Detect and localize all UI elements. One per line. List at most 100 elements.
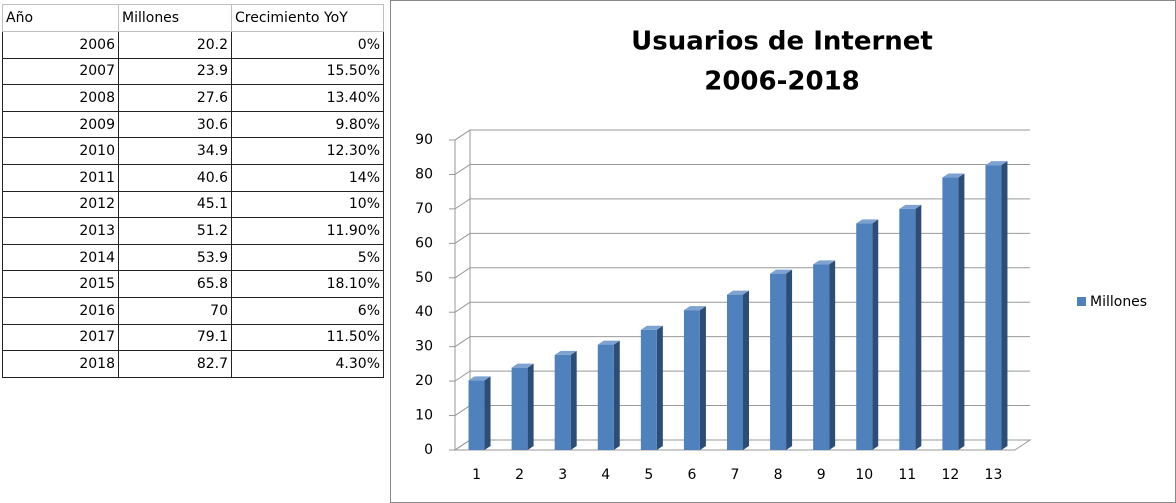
grid-line-side: [454, 267, 471, 279]
grid-line-side: [454, 164, 471, 175]
table-cell: 82.7: [118, 350, 232, 378]
table-cell: 4.30%: [231, 350, 384, 378]
chart-subtitle: 2006-2018: [704, 67, 860, 97]
y-tick-label: 0: [424, 442, 433, 458]
table-cell: 70: [118, 296, 232, 325]
table-cell: 10%: [231, 190, 384, 219]
bar: [597, 344, 614, 450]
table-cell: 65.8: [118, 270, 232, 298]
bar: [856, 223, 873, 450]
y-tick-label: 10: [415, 408, 433, 424]
table-row: 2010 34.9 12.30%: [2, 137, 384, 165]
table-cell: 9.80%: [231, 110, 384, 139]
bar-side: [872, 219, 879, 450]
table-cell: Crecimiento YoY: [231, 4, 384, 32]
table-cell: 27.6: [118, 84, 232, 112]
table-row: 2014 53.9 5%: [2, 243, 384, 272]
table-cell: 0%: [231, 31, 384, 59]
y-tick-label: 20: [415, 373, 433, 389]
table-row: 2011 40.6 14%: [2, 163, 384, 192]
x-tick-label: 6: [687, 467, 696, 483]
bar-side: [527, 363, 534, 450]
table-cell: 2009: [2, 110, 119, 139]
table-cell: 2011: [2, 163, 119, 192]
bar-top: [640, 325, 663, 330]
bar: [770, 273, 787, 450]
bar-top: [554, 350, 577, 355]
table-cell: 2017: [2, 323, 119, 352]
table-cell: Año: [2, 4, 119, 32]
table-cell: 53.9: [118, 243, 232, 272]
bar: [468, 380, 485, 450]
y-tick-label: 80: [415, 166, 433, 182]
bar-side: [699, 306, 706, 450]
table-row: 2015 65.8 18.10%: [2, 270, 384, 298]
table-cell: 2012: [2, 190, 119, 219]
table-cell: 14%: [231, 163, 384, 192]
table-cell: 18.10%: [231, 270, 384, 298]
bar-side: [613, 340, 620, 450]
x-tick-label: 2: [515, 467, 524, 483]
grid-line-side: [454, 439, 471, 451]
bar-side: [829, 260, 836, 450]
x-tick-label: 4: [601, 467, 610, 483]
bar-side: [656, 325, 663, 450]
bar: [640, 329, 657, 450]
y-tick-label: 30: [415, 339, 433, 355]
x-tick-label: 1: [472, 467, 481, 483]
table-cell: Millones: [118, 4, 232, 32]
bar-top: [856, 219, 879, 224]
table-cell: 2016: [2, 296, 119, 325]
table-cell: 2015: [2, 270, 119, 298]
bar-top: [985, 161, 1008, 166]
chart-title: Usuarios de Internet: [631, 27, 933, 57]
bar: [511, 367, 528, 450]
table-cell: 11.90%: [231, 217, 384, 245]
table-cell: 20.2: [118, 31, 232, 59]
bar-side: [915, 204, 922, 450]
table-row: 2009 30.6 9.80%: [2, 110, 384, 139]
bar-side: [570, 350, 577, 450]
grid-line-side: [454, 301, 471, 313]
table-cell: 40.6: [118, 163, 232, 192]
bar-top: [468, 376, 491, 381]
legend-label: Millones: [1090, 294, 1147, 310]
table-cell: 51.2: [118, 217, 232, 245]
table-row: 2008 27.6 13.40%: [2, 84, 384, 112]
y-tick-label: 50: [415, 270, 433, 286]
x-tick-label: 11: [898, 467, 916, 483]
table-cell: 5%: [231, 243, 384, 272]
table-row: 2013 51.2 11.90%: [2, 217, 384, 245]
table-cell: 23.9: [118, 57, 232, 86]
bar-side: [786, 269, 793, 450]
x-tick-label: 10: [855, 467, 873, 483]
y-tick-label: 40: [415, 304, 433, 320]
data-table: Año Millones Crecimiento YoY 2006 20.2 0% 2007…: [2, 4, 384, 378]
bar-side: [1001, 161, 1008, 450]
table-row: 2007 23.9 15.50%: [2, 57, 384, 86]
table-cell: 2013: [2, 217, 119, 245]
grid-line-side: [454, 232, 471, 244]
table-row: Año Millones Crecimiento YoY: [2, 4, 384, 32]
bar-top: [683, 306, 706, 311]
bar: [942, 177, 959, 451]
x-tick-label: 5: [644, 467, 653, 483]
table-cell: 15.50%: [231, 57, 384, 86]
table-cell: 2007: [2, 57, 119, 86]
chart: Usuarios de Internet 2006-2018 0 10 20 30 40…: [390, 0, 1176, 503]
grid-line-side: [454, 405, 471, 416]
bar: [899, 208, 916, 450]
bar: [813, 264, 830, 450]
y-tick-label: 90: [415, 132, 433, 148]
bar: [683, 310, 700, 450]
table-cell: 13.40%: [231, 84, 384, 112]
bar-side: [484, 376, 491, 450]
grid-line-side: [454, 336, 471, 348]
table-cell: 2018: [2, 350, 119, 378]
table-cell: 11.50%: [231, 323, 384, 352]
bar-top: [511, 363, 534, 368]
table-cell: 2006: [2, 31, 119, 59]
grid-line-side: [454, 370, 471, 382]
y-tick-label: 60: [415, 235, 433, 251]
